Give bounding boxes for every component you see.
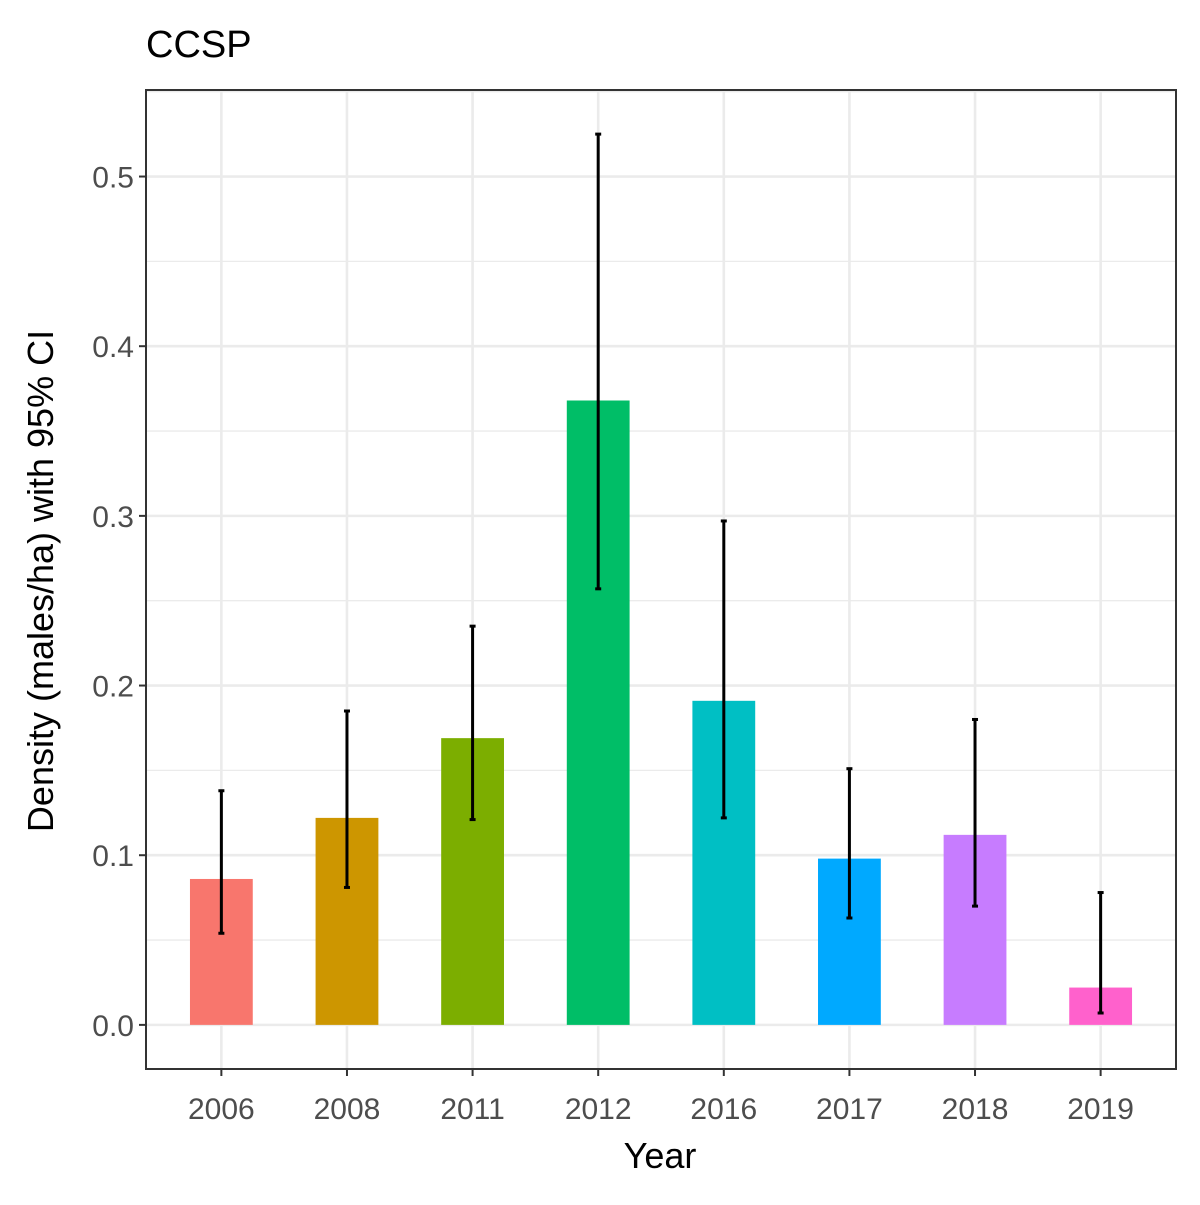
y-tick-label: 0.2 [92, 671, 134, 704]
y-axis: 0.0 0.1 0.2 0.3 0.4 0.5 [92, 162, 146, 1043]
x-tick-label: 2017 [816, 1093, 883, 1126]
x-axis-title: Year [624, 1135, 697, 1176]
x-tick-label: 2011 [440, 1093, 505, 1126]
chart-title: CCSP [146, 24, 252, 66]
y-tick-label: 0.4 [92, 331, 134, 364]
x-tick-label: 2019 [1067, 1093, 1134, 1126]
y-tick-label: 0.0 [92, 1010, 134, 1043]
y-tick-label: 0.3 [92, 501, 134, 534]
plot-panel-border [145, 89, 1177, 1070]
error-bars [218, 132, 1104, 1015]
x-tick-label: 2008 [314, 1093, 381, 1126]
x-tick-label: 2006 [188, 1093, 255, 1126]
y-tick-label: 0.1 [92, 840, 134, 873]
x-tick-label: 2018 [942, 1093, 1009, 1126]
y-tick-label: 0.5 [92, 162, 134, 195]
x-tick-label: 2016 [690, 1093, 757, 1126]
y-axis-title: Density (males/ha) with 95% CI [20, 330, 61, 832]
x-axis: 2006 2008 2011 2012 2016 2017 2018 2019 [188, 1069, 1134, 1126]
x-tick-label: 2012 [565, 1093, 632, 1126]
